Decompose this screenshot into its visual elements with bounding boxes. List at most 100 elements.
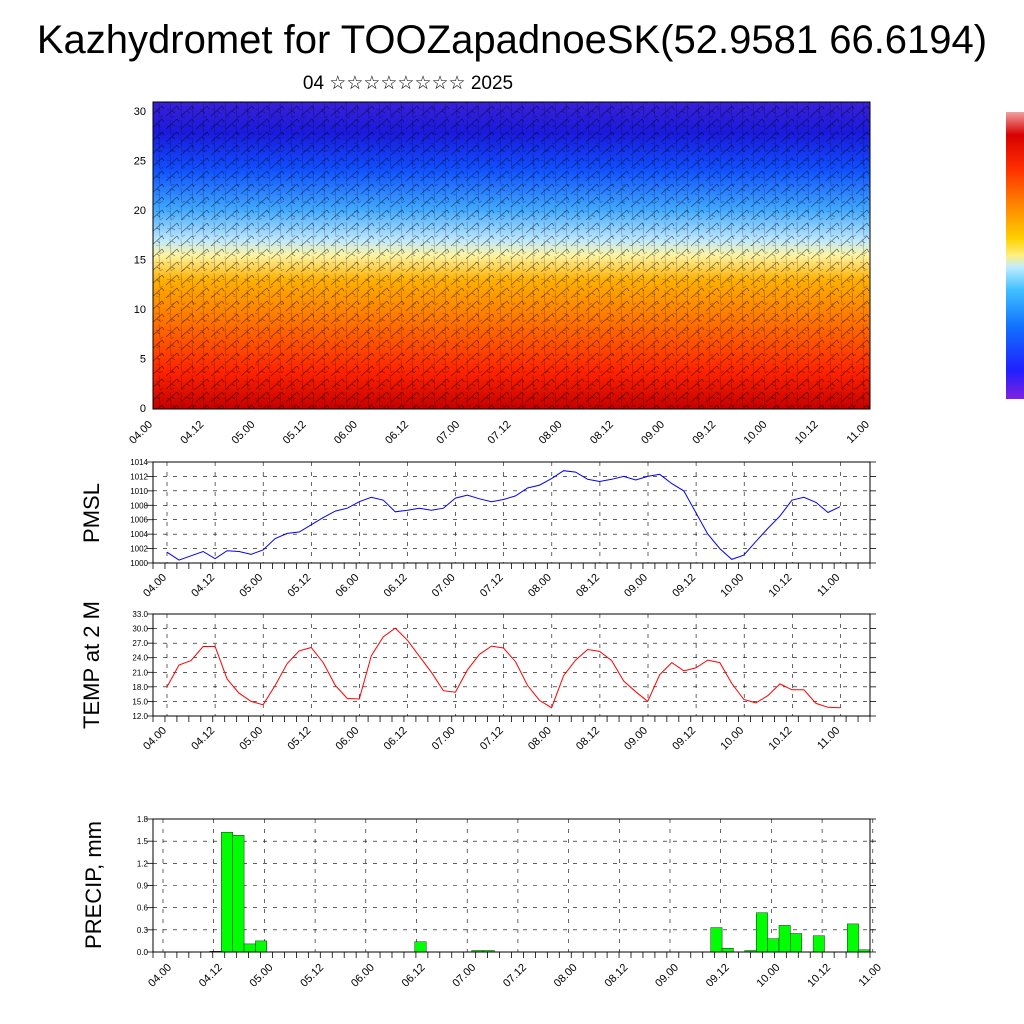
heatmap-x-tick-label: 10.12 [793,419,821,447]
temp-x-tick-label: 07.00 [430,725,458,753]
heatmap-x-tick-label: 08.12 [588,419,616,447]
pmsl-grid [147,461,876,569]
temp-x-tick-label: 09.00 [622,725,650,753]
precip-bar [812,935,825,953]
precip-panel: 0.0 0.3 0.6 0.9 1.2 1.5 1.8 04.00 04.12 05.00 05.… [81,815,884,990]
precip-x-axis: 04.00 04.12 05.00 05.12 06.00 06.12 07.00 07.12… [146,962,884,990]
precip-bar [232,835,245,953]
temp-x-tick-label: 05.12 [285,725,313,753]
precip-x-tick-label: 05.00 [248,962,276,990]
wind-barbs-overlay-2 [153,102,870,409]
precip-x-tick-label: 07.12 [501,962,529,990]
heatmap-y-tick-label: 20 [134,205,146,217]
pmsl-y-tick-label: 1012 [130,472,148,481]
pmsl-x-tick-label: 08.12 [574,572,602,600]
precip-axis-label: PRECIP, mm [81,821,106,949]
temp-x-tick-label: 05.00 [237,725,265,753]
precip-y-tick-label: 0.0 [137,948,149,957]
heatmap-x-tick-label: 07.12 [486,419,514,447]
temp-y-tick-label: 27.0 [132,639,148,648]
temp-series-line [166,627,841,709]
pmsl-frame [152,461,871,564]
precip-bar [721,948,734,953]
precip-y-tick-label: 1.5 [137,837,149,846]
temp-frame [152,613,871,717]
precip-x-tick-label: 10.12 [805,962,833,990]
precip-y-tick-label: 0.3 [137,926,149,935]
precip-x-tick-label: 11.00 [857,962,884,989]
temp-x-tick-label: 06.00 [334,725,362,753]
heatmap-x-axis: 04.00 04.12 05.00 05.12 06.00 06.12 07.00 07.12… [127,419,872,447]
precip-y-tick-label: 0.6 [137,904,149,913]
precip-bar [243,943,256,953]
precip-y-tick-label: 0.9 [137,882,149,891]
heatmap-x-tick-label: 08.00 [537,419,565,447]
pmsl-x-tick-label: 10.12 [766,572,794,600]
temp-x-tick-label: 10.12 [766,725,794,753]
heatmap-y-tick-label: 10 [134,304,146,316]
temp-axis-label: TEMP at 2 M [79,601,104,729]
heatmap-y-tick-label: 15 [134,255,146,267]
pmsl-x-tick-label: 07.12 [478,572,506,600]
temp-y-tick-label: 12.0 [132,712,148,721]
precip-bar [756,912,768,953]
temp-y-tick-label: 15.0 [132,697,148,706]
precip-bar [847,923,859,953]
heatmap-x-tick-label: 09.00 [639,419,667,447]
temp-x-tick-label: 10.00 [718,725,746,753]
temp-y-tick-label: 18.0 [132,683,148,692]
temp-x-axis: 04.00 04.12 05.00 05.12 06.00 06.12 07.00 07.12… [141,725,842,753]
temp-y-tick-label: 33.0 [132,610,148,619]
precip-x-tick-label: 09.12 [704,962,732,990]
temp-x-tick-label: 04.00 [141,725,169,753]
precip-x-tick-label: 05.12 [298,962,326,990]
temp-grid [147,613,876,722]
temp-x-tick-label: 11.00 [815,725,842,752]
heatmap-y-tick-label: 5 [140,354,146,366]
precip-x-tick-label: 06.00 [349,962,377,990]
temp-y-tick-label: 30.0 [132,625,148,634]
precip-x-tick-label: 04.12 [197,962,225,990]
heatmap-x-tick-label: 05.00 [230,419,258,447]
precip-bar [710,927,723,953]
heatmap-y-tick-label: 0 [140,403,146,415]
heatmap-x-tick-label: 04.00 [127,419,155,447]
precip-bar [790,933,802,953]
heatmap-x-tick-label: 11.00 [845,419,872,446]
precip-frame [152,818,871,953]
pmsl-axis-label: PMSL [79,483,104,543]
temp-x-tick-label: 06.12 [382,725,410,753]
pmsl-x-axis: 04.00 04.12 05.00 05.12 06.00 06.12 07.00 07.12… [141,572,842,600]
precip-bars [209,832,871,953]
heatmap-x-tick-label: 07.00 [434,419,462,447]
pmsl-x-tick-label: 10.00 [718,572,746,600]
precip-bar [767,938,780,953]
precip-y-axis: 0.0 0.3 0.6 0.9 1.2 1.5 1.8 [137,815,149,957]
pmsl-y-tick-label: 1006 [130,516,148,525]
pmsl-y-tick-label: 1010 [130,487,148,496]
precip-bar [778,925,791,953]
pmsl-y-axis: 1000 1002 1004 1006 1008 1010 1012 1014 [130,458,148,568]
pmsl-x-tick-label: 04.00 [141,572,169,600]
precip-bar [414,941,427,953]
pmsl-y-tick-label: 1008 [130,501,148,510]
pmsl-y-tick-label: 1000 [130,559,148,568]
pmsl-y-tick-label: 1004 [130,530,148,539]
heatmap-frame [152,101,871,410]
heatmap-x-tick-label: 09.12 [690,419,718,447]
pmsl-x-tick-label: 04.12 [189,572,217,600]
pmsl-x-tick-label: 08.00 [526,572,554,600]
precip-x-tick-label: 10.00 [755,962,783,990]
chart-date-subtitle: 04 ☆☆☆☆☆☆☆☆ 2025 [302,73,514,94]
pmsl-x-tick-label: 05.12 [285,572,313,600]
precip-x-tick-label: 04.00 [146,962,174,990]
pmsl-y-tick-label: 1002 [130,545,148,554]
heatmap-x-tick-label: 04.12 [178,419,206,447]
temp-x-tick-label: 09.12 [670,725,698,753]
cross-section-panel: 0 5 10 15 20 25 30 04.00 04.12 05.00 05.12 06.00 06… [127,101,872,447]
heatmap-y-axis: 0 5 10 15 20 25 30 [134,106,146,415]
precip-x-tick-label: 08.12 [602,962,630,990]
precip-y-tick-label: 1.2 [137,859,149,868]
temp-x-tick-label: 08.00 [526,725,554,753]
